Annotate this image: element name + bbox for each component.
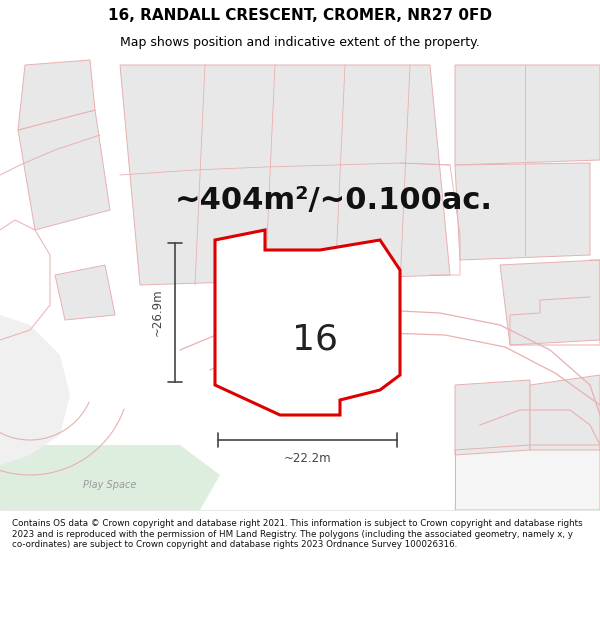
Text: 16, RANDALL CRESCENT, CROMER, NR27 0FD: 16, RANDALL CRESCENT, CROMER, NR27 0FD <box>108 8 492 23</box>
Polygon shape <box>0 315 70 465</box>
Polygon shape <box>0 445 220 510</box>
Polygon shape <box>500 260 600 345</box>
Polygon shape <box>455 65 600 165</box>
Polygon shape <box>18 60 95 130</box>
Polygon shape <box>18 110 110 230</box>
Polygon shape <box>455 380 530 455</box>
Text: 16: 16 <box>292 323 338 357</box>
Polygon shape <box>215 230 400 415</box>
Polygon shape <box>55 265 115 320</box>
Polygon shape <box>530 375 600 450</box>
Text: ~404m²/~0.100ac.: ~404m²/~0.100ac. <box>175 186 493 214</box>
Text: ~22.2m: ~22.2m <box>284 451 331 464</box>
Text: Map shows position and indicative extent of the property.: Map shows position and indicative extent… <box>120 36 480 49</box>
Polygon shape <box>120 65 450 285</box>
Polygon shape <box>455 445 600 510</box>
Polygon shape <box>455 163 590 260</box>
Text: Play Space: Play Space <box>83 480 137 490</box>
Text: Contains OS data © Crown copyright and database right 2021. This information is : Contains OS data © Crown copyright and d… <box>12 519 583 549</box>
Text: ~26.9m: ~26.9m <box>151 289 163 336</box>
